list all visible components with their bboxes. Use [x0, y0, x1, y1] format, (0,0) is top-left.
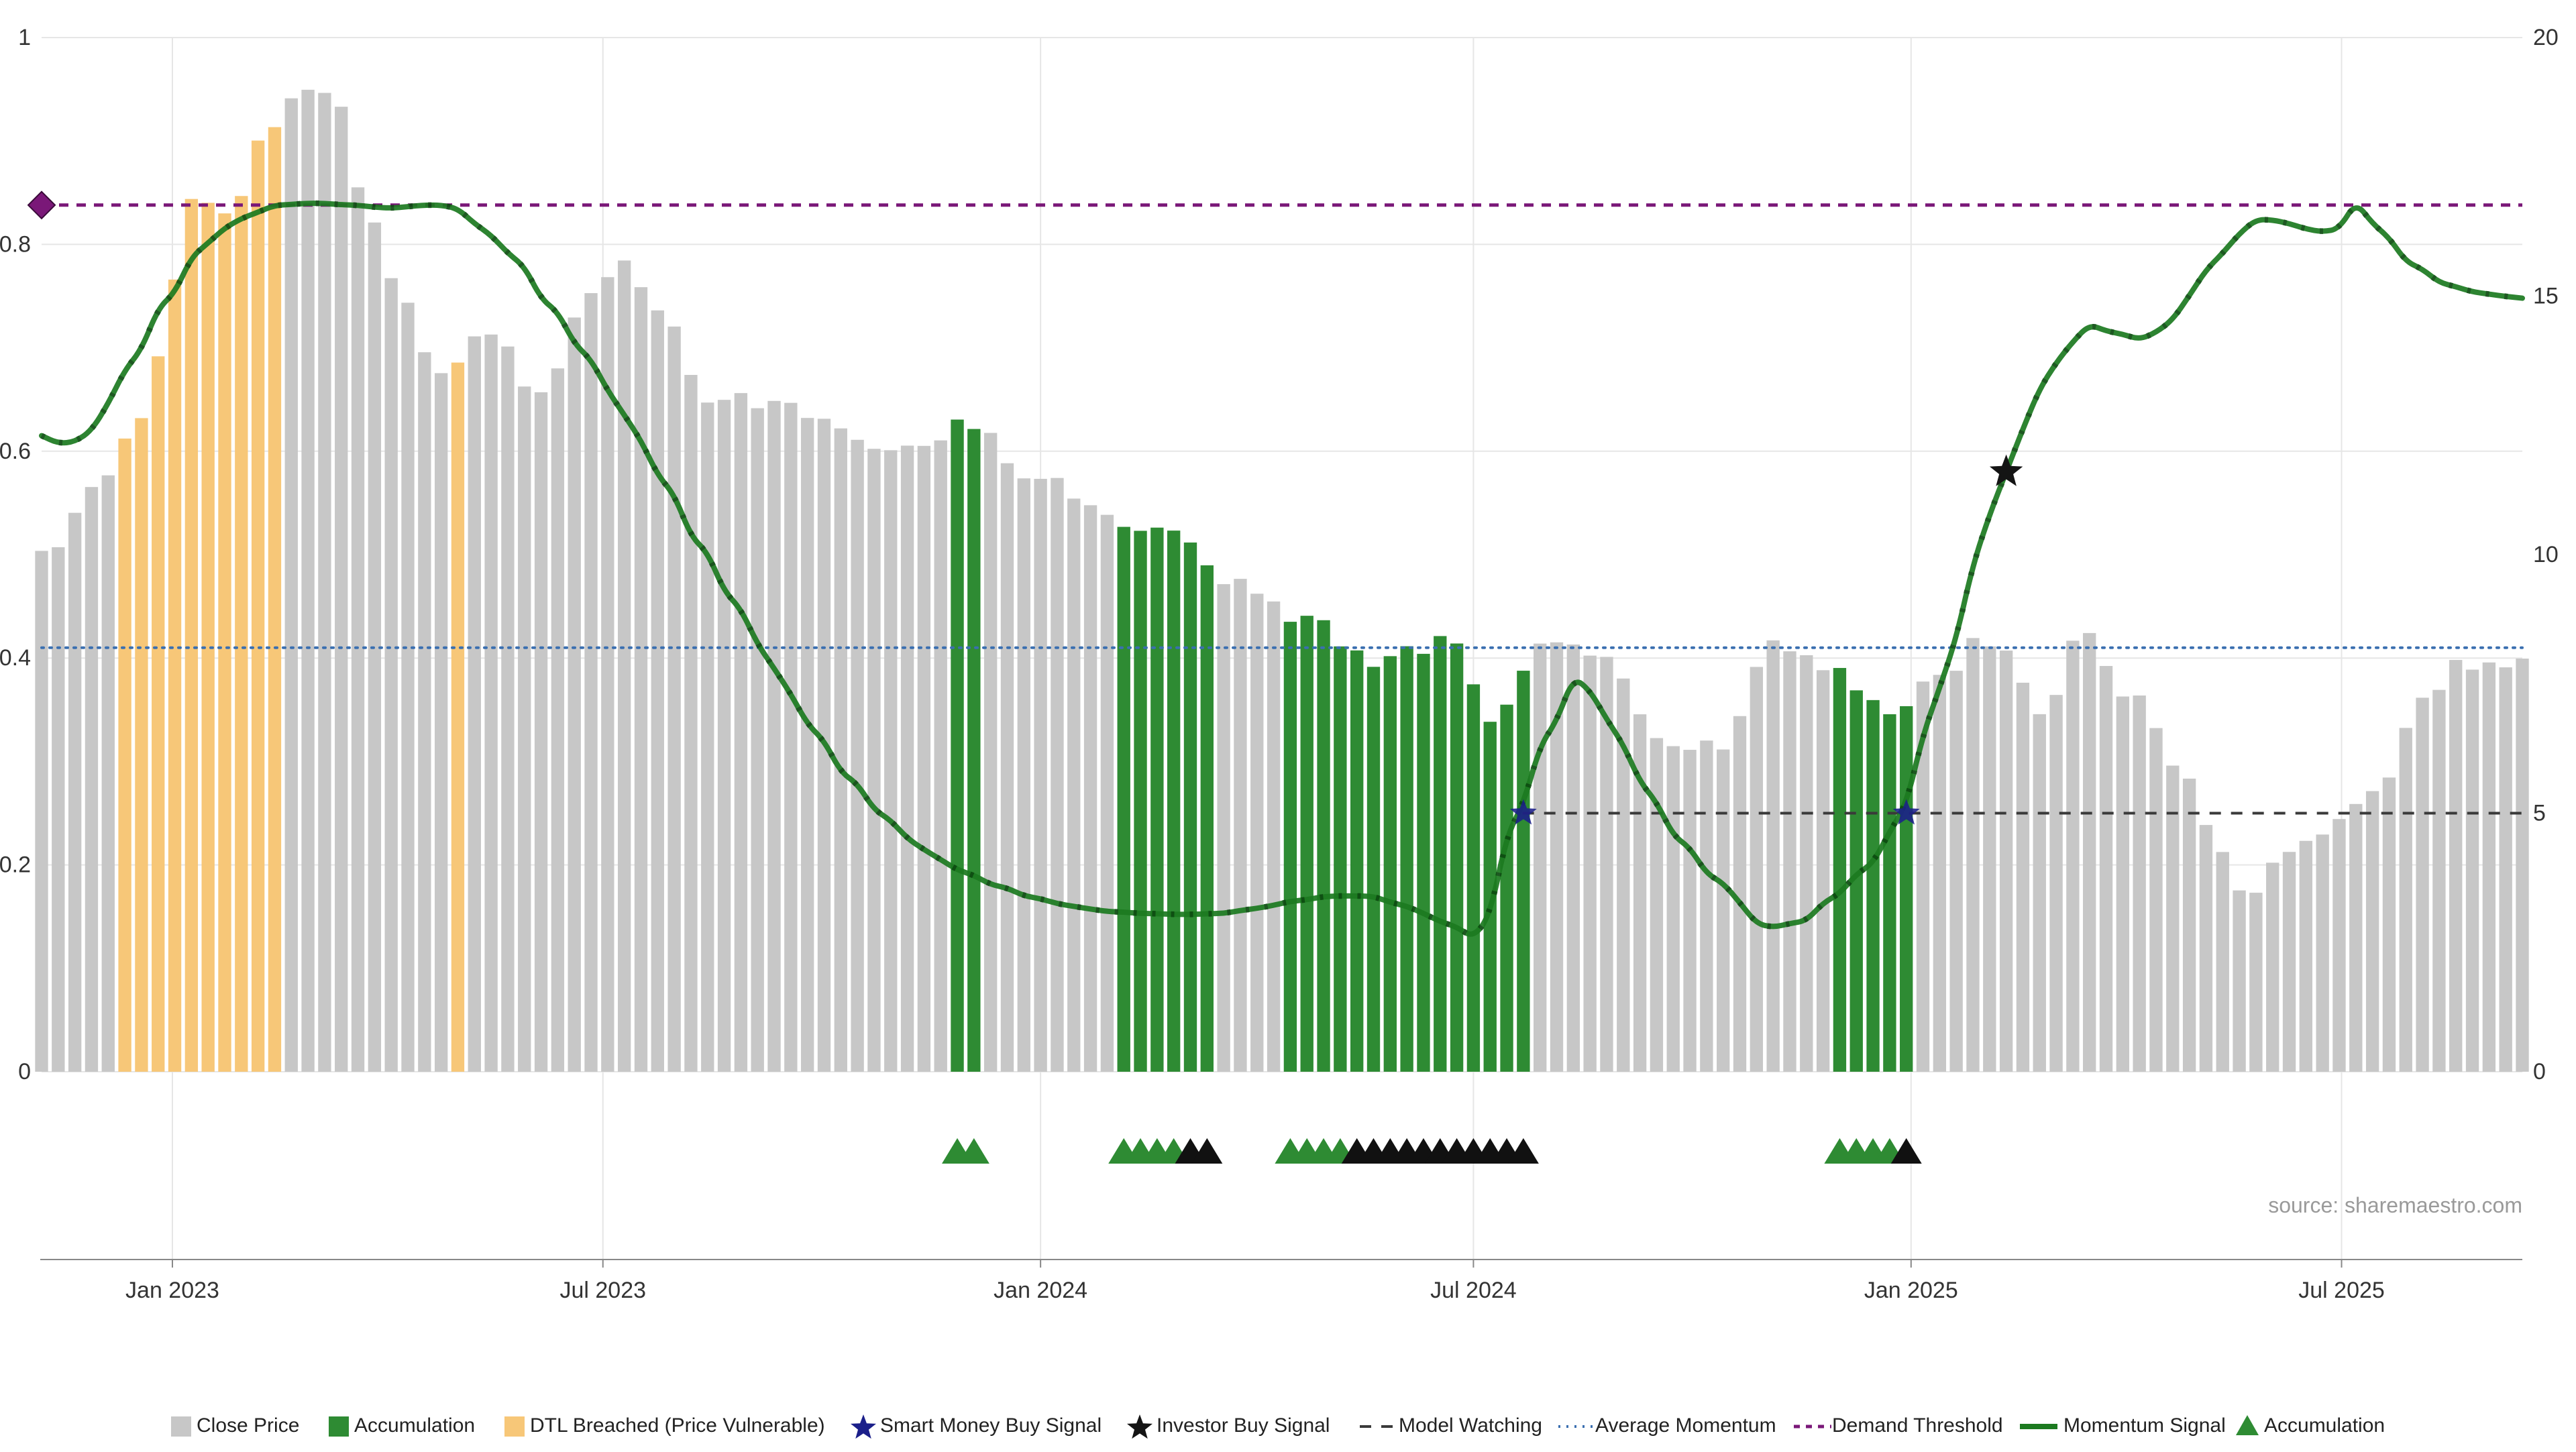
svg-text:0.4: 0.4	[0, 645, 31, 671]
svg-text:0.8: 0.8	[0, 231, 31, 257]
svg-text:Jan 2024: Jan 2024	[994, 1278, 1087, 1303]
svg-text:Accumulation: Accumulation	[354, 1414, 475, 1437]
svg-text:Jul 2023: Jul 2023	[559, 1278, 646, 1303]
svg-text:Average Momentum: Average Momentum	[1595, 1414, 1776, 1437]
svg-text:0.6: 0.6	[0, 439, 31, 464]
svg-text:Model Watching: Model Watching	[1399, 1414, 1542, 1437]
svg-text:source: sharemaestro.com: source: sharemaestro.com	[2268, 1193, 2522, 1217]
svg-text:Jan 2025: Jan 2025	[1864, 1278, 1958, 1303]
svg-text:Smart Money Buy Signal: Smart Money Buy Signal	[880, 1414, 1102, 1437]
svg-text:20: 20	[2533, 25, 2559, 50]
svg-text:DTL Breached (Price Vulnerable: DTL Breached (Price Vulnerable)	[530, 1414, 825, 1437]
svg-text:Momentum Signal: Momentum Signal	[2063, 1414, 2226, 1437]
svg-text:Close Price: Close Price	[197, 1414, 299, 1437]
svg-text:5: 5	[2533, 800, 2546, 826]
svg-text:Accumulation: Accumulation	[2264, 1414, 2385, 1437]
svg-text:15: 15	[2533, 283, 2559, 309]
svg-text:0.2: 0.2	[0, 852, 31, 878]
svg-text:Jul 2025: Jul 2025	[2298, 1278, 2385, 1303]
svg-text:1: 1	[18, 25, 31, 50]
svg-text:Demand Threshold: Demand Threshold	[1832, 1414, 2003, 1437]
svg-text:Jan 2023: Jan 2023	[125, 1278, 219, 1303]
svg-text:Jul 2024: Jul 2024	[1430, 1278, 1517, 1303]
svg-text:0: 0	[18, 1059, 31, 1084]
svg-text:0: 0	[2533, 1059, 2546, 1084]
svg-text:Investor Buy Signal: Investor Buy Signal	[1157, 1414, 1330, 1437]
svg-text:10: 10	[2533, 542, 2559, 567]
